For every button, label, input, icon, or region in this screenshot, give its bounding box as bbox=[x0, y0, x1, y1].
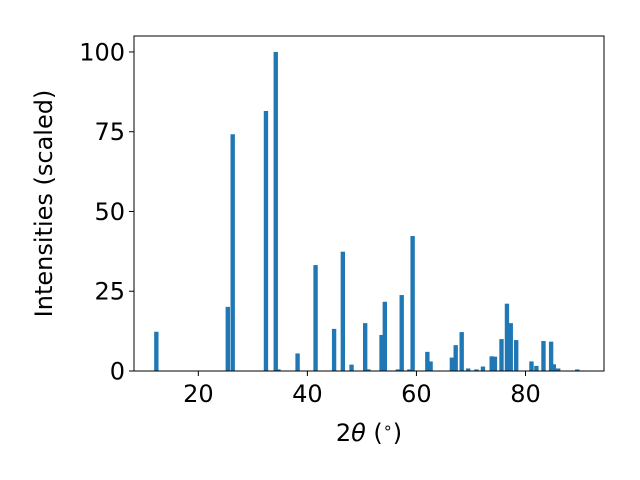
bar-37 bbox=[551, 364, 557, 371]
bar-33 bbox=[529, 361, 534, 371]
x-axis-label-open: ( bbox=[366, 419, 383, 447]
bar-7 bbox=[313, 265, 318, 371]
y-tick-label-0: 0 bbox=[110, 358, 125, 386]
bar-5 bbox=[276, 369, 281, 371]
bar-26 bbox=[480, 366, 486, 371]
x-axis-label-theta: θ bbox=[351, 419, 366, 447]
bar-30 bbox=[504, 303, 510, 371]
bar-16 bbox=[399, 295, 404, 371]
bar-38 bbox=[556, 368, 561, 371]
bar-19 bbox=[425, 351, 430, 371]
x-axis-label-close: ) bbox=[393, 419, 402, 447]
bar-21 bbox=[449, 357, 455, 371]
y-tick-label-3: 75 bbox=[94, 118, 125, 146]
bar-24 bbox=[466, 368, 471, 371]
x-tick-label-2: 60 bbox=[401, 380, 432, 408]
x-axis-ticks: 20 40 60 80 bbox=[183, 371, 541, 408]
plot-frame bbox=[133, 35, 605, 372]
bar-20 bbox=[428, 361, 433, 371]
bar-17 bbox=[407, 369, 412, 371]
bar-0 bbox=[154, 331, 159, 371]
y-axis-ticks: 0 25 50 75 100 bbox=[79, 38, 134, 386]
bar-9 bbox=[340, 251, 346, 371]
bar-23 bbox=[459, 332, 464, 371]
bar-12 bbox=[366, 369, 371, 371]
bar-15 bbox=[395, 369, 401, 371]
bar-6 bbox=[295, 353, 300, 371]
bar-1 bbox=[225, 306, 230, 371]
bar-34 bbox=[534, 365, 539, 371]
bar-8 bbox=[331, 328, 337, 371]
bar-31 bbox=[508, 323, 513, 371]
x-axis-label: 2θ (∘) bbox=[336, 418, 402, 447]
bar-36 bbox=[548, 341, 554, 371]
x-tick-label-3: 80 bbox=[510, 380, 541, 408]
x-tick-label-1: 40 bbox=[292, 380, 323, 408]
y-tick-label-4: 100 bbox=[79, 38, 125, 66]
bar-27 bbox=[489, 356, 494, 371]
y-tick-label-1: 25 bbox=[94, 278, 125, 306]
bar-35 bbox=[541, 341, 546, 371]
bar-32 bbox=[514, 340, 519, 371]
bar-39 bbox=[575, 369, 580, 371]
bar-2 bbox=[230, 134, 235, 371]
bar-13 bbox=[379, 334, 384, 371]
bar-3 bbox=[263, 110, 269, 371]
x-axis-label-degree: ∘ bbox=[383, 418, 393, 437]
bar-18 bbox=[410, 236, 415, 371]
bar-10 bbox=[349, 364, 354, 371]
bar-25 bbox=[474, 369, 479, 371]
bar-22 bbox=[453, 345, 458, 371]
bar-28 bbox=[492, 356, 498, 371]
bar-29 bbox=[499, 339, 504, 371]
x-axis-label-prefix: 2 bbox=[336, 419, 351, 447]
bar-4 bbox=[273, 51, 278, 371]
y-axis-label: Intensities (scaled) bbox=[30, 90, 58, 318]
bar-14 bbox=[382, 301, 387, 371]
bar-11 bbox=[363, 323, 368, 371]
x-tick-label-0: 20 bbox=[183, 380, 214, 408]
bars-group bbox=[154, 51, 580, 371]
y-tick-label-2: 50 bbox=[94, 198, 125, 226]
